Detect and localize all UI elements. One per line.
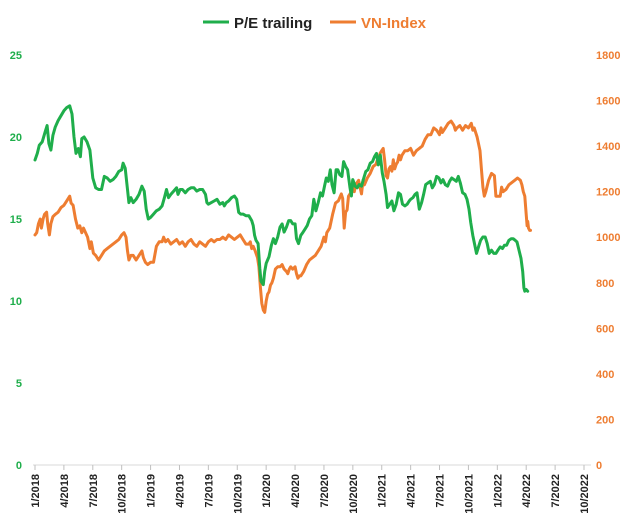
x-axis-tick-label: 7/2018 [88,474,100,508]
left-axis-tick-label: 5 [16,378,22,390]
left-axis-tick-label: 0 [16,460,22,472]
x-axis-tick-label: 10/2020 [348,474,360,514]
right-axis-tick-label: 800 [596,278,614,290]
right-axis-tick-label: 1800 [596,50,620,62]
chart-legend: P/E trailing VN-Index [203,15,427,32]
x-axis-tick-label: 1/2022 [492,474,504,508]
x-axis: 1/2018 4/2018 7/2018 10/2018 1/2019 4/2019 7/2… [30,465,591,514]
right-axis-tick-label: 1000 [596,232,620,244]
legend-label-pe-trailing: P/E trailing [234,15,312,32]
x-axis-tick-label: 7/2021 [435,474,447,508]
x-axis-tick-label: 4/2019 [174,474,186,508]
right-axis-tick-label: 600 [596,323,614,335]
left-axis-tick-label: 15 [10,214,22,226]
x-axis-tick-label: 1/2021 [377,474,389,508]
x-axis-tick-label: 10/2022 [579,474,591,514]
right-y-axis: 0 200 400 600 800 1000 1200 1400 1600 1800 [596,50,620,472]
x-axis-tick-label: 1/2019 [146,474,158,508]
right-axis-tick-label: 1400 [596,141,620,153]
x-axis-tick-label: 4/2022 [521,474,533,508]
x-axis-tick-label: 4/2018 [59,474,71,508]
x-axis-tick-label: 1/2018 [30,474,42,508]
x-axis-tick-label: 4/2020 [290,474,302,508]
right-axis-tick-label: 1600 [596,96,620,108]
right-axis-tick-label: 0 [596,460,602,472]
x-axis-tick-label: 7/2019 [203,474,215,508]
x-axis-tick-label: 10/2021 [463,474,475,514]
series-line-vn-index[interactable] [33,119,532,314]
legend-item-vn-index[interactable]: VN-Index [330,15,427,32]
x-axis-tick-label: 10/2018 [117,474,129,514]
series-layer [33,104,532,314]
x-axis-tick-label: 1/2020 [261,474,273,508]
left-axis-tick-label: 25 [10,50,22,62]
series-line-pe-trailing[interactable] [33,104,530,293]
x-axis-tick-label: 10/2019 [232,474,244,514]
right-axis-tick-label: 1200 [596,187,620,199]
left-axis-tick-label: 10 [10,296,22,308]
right-axis-tick-label: 200 [596,414,614,426]
legend-label-vn-index: VN-Index [361,15,427,32]
x-axis-tick-label: 7/2022 [550,474,562,508]
legend-item-pe-trailing[interactable]: P/E trailing [203,15,312,32]
x-axis-tick-label: 4/2021 [406,474,418,508]
x-axis-tick-label: 7/2020 [319,474,331,508]
right-axis-tick-label: 400 [596,369,614,381]
left-y-axis: 0 5 10 15 20 25 [10,50,22,472]
left-axis-tick-label: 20 [10,132,22,144]
